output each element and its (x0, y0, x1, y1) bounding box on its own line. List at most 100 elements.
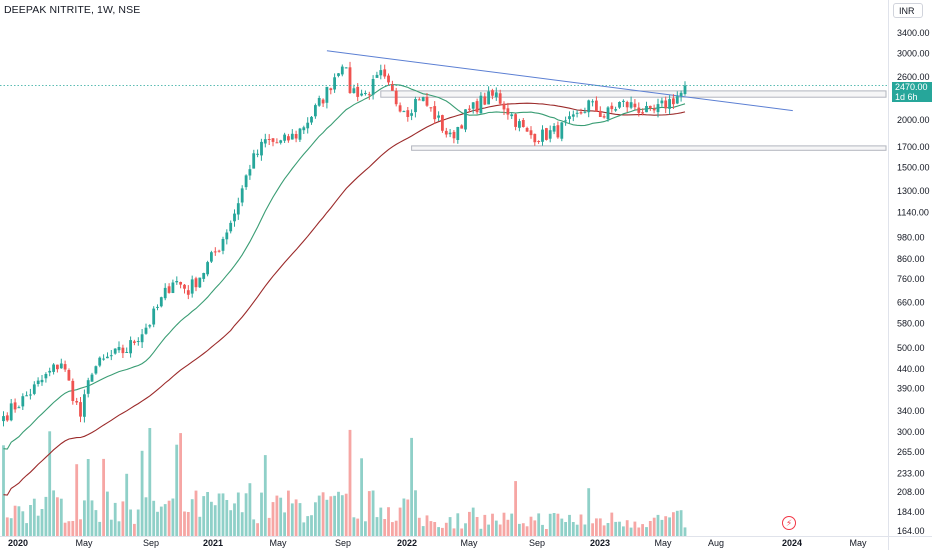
volume-bar (252, 519, 256, 536)
time-tick-label: 2020 (8, 538, 28, 548)
candle (263, 139, 267, 144)
candle (622, 100, 625, 102)
candle (48, 370, 52, 373)
volume-bar (171, 498, 175, 536)
volume-bar (298, 503, 302, 536)
volume-bar (102, 458, 105, 536)
candle (514, 114, 517, 127)
volume-bar (167, 500, 171, 536)
volume-bar (75, 464, 79, 536)
candle (406, 110, 410, 117)
volume-bar (306, 516, 310, 536)
candle (533, 133, 537, 143)
candle (548, 130, 552, 139)
candle (598, 110, 602, 117)
candle (606, 107, 610, 120)
price-zone[interactable] (380, 90, 887, 98)
volume-bar (290, 503, 294, 536)
volume-bar (348, 429, 352, 536)
candle (444, 130, 448, 135)
volume-bar (571, 522, 575, 536)
candle (275, 142, 279, 144)
candle (337, 73, 340, 76)
candle (429, 107, 433, 109)
volume-bar (340, 495, 344, 536)
volume-bar (556, 513, 560, 536)
volume-bar (356, 518, 360, 536)
volume-bar (541, 524, 544, 536)
price-zone[interactable] (411, 145, 887, 151)
bolt-icon[interactable]: ⚡ (782, 516, 796, 530)
volume-bar (652, 517, 656, 536)
volume-bar (2, 445, 5, 536)
candle (267, 139, 271, 140)
volume-bar (9, 518, 13, 536)
volume-bar (279, 497, 283, 536)
price-tick-label: 660.00 (897, 297, 925, 307)
candle (202, 273, 206, 279)
volume-bar (21, 511, 25, 536)
volume-bar (117, 521, 121, 536)
volume-bar (379, 507, 383, 536)
candle (248, 169, 252, 176)
volume-bar (240, 512, 244, 536)
candle (179, 282, 182, 285)
price-axis[interactable]: 3400.00 3000.00 2600.00 2000.00 1700.00 1500.… (897, 28, 930, 536)
volume-bar (109, 519, 113, 536)
volume-bar (602, 525, 606, 536)
volume-bar (302, 522, 306, 536)
candle (587, 100, 591, 113)
volume-bar (641, 524, 644, 536)
volume-bar (129, 509, 132, 536)
currency-selector[interactable]: INR (893, 3, 923, 18)
volume-bar (29, 505, 32, 536)
candle (236, 203, 240, 215)
candle (394, 90, 398, 105)
candle (25, 395, 28, 397)
last-price: 2470.00 (895, 82, 928, 92)
candle (652, 108, 656, 111)
candle (479, 95, 483, 114)
trend-line[interactable] (326, 50, 793, 112)
candle (13, 402, 17, 410)
volume-bar (329, 496, 333, 536)
volume-bar (468, 511, 471, 536)
volume-bar (579, 514, 583, 536)
volume-bar (575, 524, 579, 536)
candle (487, 91, 490, 105)
price-tick-label: 980.00 (897, 232, 925, 242)
volume-bar (595, 518, 598, 536)
candle (664, 100, 668, 109)
candle (468, 108, 471, 110)
volume-bar (344, 493, 348, 536)
candle (602, 116, 606, 118)
candle (668, 99, 671, 109)
candle (525, 128, 529, 132)
candle (156, 306, 159, 308)
candle (629, 102, 633, 108)
candle (233, 213, 236, 222)
candle (648, 105, 652, 109)
volume-bar (175, 444, 179, 536)
volume-bar (98, 521, 102, 536)
volume-bar (622, 526, 625, 536)
time-tick-label: Sep (529, 538, 545, 548)
volume-bar (202, 496, 206, 536)
volume-bar (371, 490, 375, 536)
candle (537, 141, 541, 142)
candle (625, 102, 629, 108)
candle (59, 363, 63, 369)
price-tick-label: 1700.00 (897, 142, 930, 152)
candle (194, 278, 198, 288)
candle (391, 84, 394, 91)
candle (17, 407, 21, 409)
volume-bar (17, 506, 21, 536)
volume-bar (244, 493, 248, 536)
candle (506, 108, 510, 115)
volume-bar (83, 500, 86, 536)
volume-bar (144, 497, 148, 536)
candle (348, 67, 352, 93)
time-axis[interactable]: 2020 May Sep 2021 May Sep 2022 May Sep 2023 May Aug… (8, 538, 867, 548)
candle (283, 134, 286, 141)
